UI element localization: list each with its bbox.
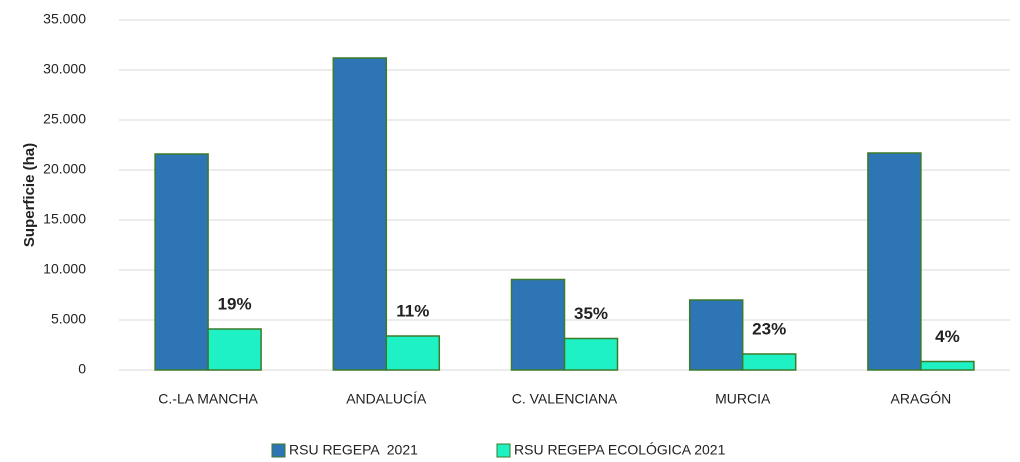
bar bbox=[688, 299, 744, 371]
y-tick-label: 15.000 bbox=[43, 211, 86, 227]
annotation: 4% bbox=[935, 327, 960, 346]
bar bbox=[741, 353, 797, 371]
y-axis-label: Superficie (ha) bbox=[21, 143, 38, 247]
y-tick-label: 30.000 bbox=[43, 61, 86, 77]
x-tick-label: ARAGÓN bbox=[891, 391, 952, 407]
bar bbox=[332, 57, 388, 371]
legend-swatch bbox=[496, 443, 511, 458]
legend-label: RSU REGEPA ECOLÓGICA 2021 bbox=[514, 442, 726, 458]
bar bbox=[920, 360, 975, 371]
y-tick-label: 20.000 bbox=[43, 161, 86, 177]
y-tick-label: 0 bbox=[78, 361, 86, 377]
y-tick-label: 10.000 bbox=[43, 261, 86, 277]
annotation: 23% bbox=[752, 319, 786, 338]
bar bbox=[207, 328, 262, 371]
annotation: 19% bbox=[218, 294, 252, 313]
bar bbox=[154, 153, 209, 371]
annotation: 35% bbox=[574, 304, 608, 323]
annotation: 11% bbox=[396, 301, 429, 320]
legend-label: RSU REGEPA 2021 bbox=[289, 442, 418, 458]
x-tick-label: ANDALUCÍA bbox=[346, 391, 427, 407]
bar bbox=[385, 335, 441, 371]
y-tick-label: 25.000 bbox=[43, 111, 86, 127]
bar bbox=[563, 337, 619, 371]
x-tick-label: C.-LA MANCHA bbox=[158, 391, 258, 407]
x-tick-label: C. VALENCIANA bbox=[512, 391, 618, 407]
y-tick-label: 5.000 bbox=[51, 311, 86, 327]
y-tick-label: 35.000 bbox=[43, 11, 86, 27]
bar bbox=[510, 278, 566, 371]
x-tick-label: MURCIA bbox=[715, 391, 771, 407]
bar bbox=[867, 152, 922, 371]
legend-swatch bbox=[271, 443, 286, 458]
